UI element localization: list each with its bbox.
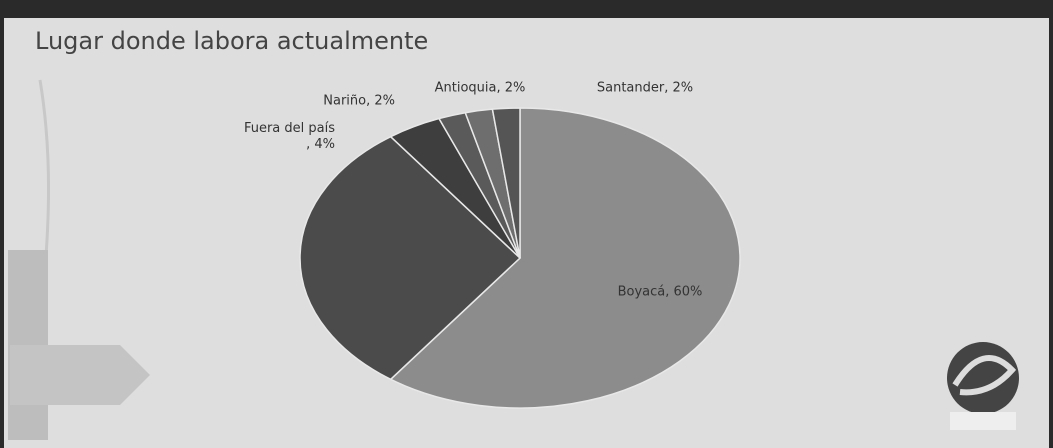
data-label: Santander, 2% — [597, 81, 693, 96]
logo — [947, 342, 1019, 430]
data-label: Boyacá, 60% — [618, 285, 703, 300]
pie-slice — [389, 107, 741, 409]
decoration — [10, 345, 150, 405]
pie-slice — [491, 107, 521, 259]
pie-slice — [299, 135, 522, 381]
data-label: Fuera del país, 4% — [244, 121, 335, 152]
data-label: Nariño, 2% — [323, 94, 395, 109]
chart-title: Lugar donde labora actualmente — [35, 27, 428, 55]
data-label: Antioquia, 2% — [435, 81, 526, 96]
